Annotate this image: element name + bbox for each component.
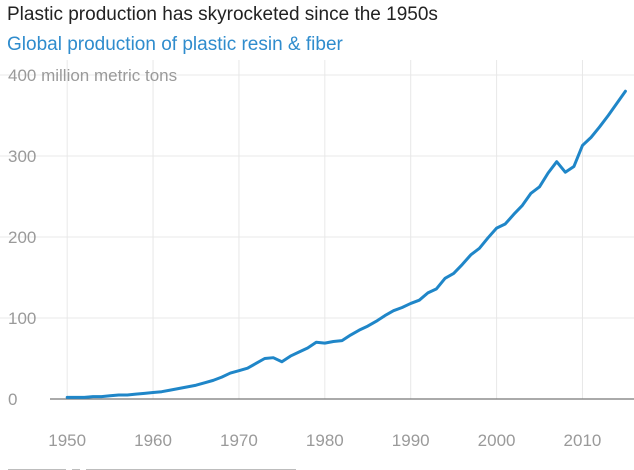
y-tick-label-100: 100 [8, 309, 36, 328]
chart-title: Plastic production has skyrocketed since… [7, 4, 438, 25]
y-tick-label-0: 0 [8, 390, 17, 409]
footer-logo-mark [8, 462, 328, 470]
x-tick-label-1980: 1980 [306, 431, 344, 450]
y-tick-label-400: 400 million metric tons [8, 66, 177, 85]
x-tick-label-1950: 1950 [48, 431, 86, 450]
series-line-0 [65, 89, 627, 399]
x-tick-label-1990: 1990 [392, 431, 430, 450]
x-tick-label-2000: 2000 [478, 431, 516, 450]
chart-subtitle: Global production of plastic resin & fib… [7, 34, 343, 55]
x-tick-label-2010: 2010 [564, 431, 602, 450]
x-tick-label-1970: 1970 [220, 431, 258, 450]
x-tick-label-1960: 1960 [134, 431, 172, 450]
y-tick-label-200: 200 [8, 228, 36, 247]
y-tick-label-300: 300 [8, 147, 36, 166]
